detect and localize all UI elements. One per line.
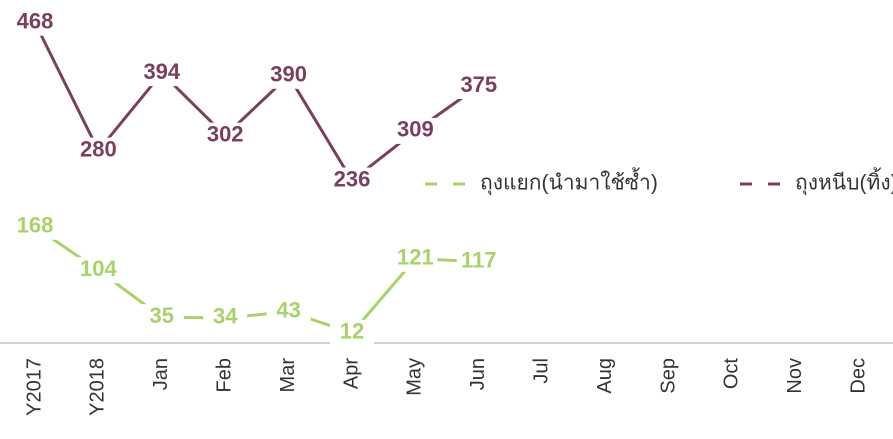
- data-label-bg: [266, 62, 311, 89]
- data-label-bg: [203, 122, 248, 149]
- data-label-group: 104: [76, 256, 121, 284]
- legend-label: ถุงหนีบ(ทิ้ง): [795, 168, 893, 196]
- x-tick-label: Y2018: [87, 358, 109, 416]
- data-label-group: 280: [76, 136, 121, 164]
- data-label-group: 34: [203, 304, 248, 331]
- x-tick-label: Jul: [530, 358, 552, 384]
- data-label-bg: [76, 257, 121, 284]
- data-label: 168: [17, 213, 54, 238]
- x-tick-label: Apr: [340, 358, 362, 389]
- data-label: 121: [397, 245, 434, 270]
- x-tick-label: Y2017: [23, 358, 45, 416]
- x-tick-label: Oct: [721, 358, 743, 390]
- data-label: 394: [143, 59, 180, 84]
- data-label-group: 117: [456, 247, 501, 275]
- data-label-group: 309: [393, 117, 438, 144]
- data-label-group: 35: [139, 303, 184, 331]
- data-label-bg: [266, 298, 311, 325]
- data-label-group: 121: [393, 245, 438, 272]
- data-label: 104: [80, 256, 117, 281]
- data-label-group: 390: [266, 62, 311, 89]
- x-tick-label: Nov: [784, 358, 806, 394]
- x-tick-label: Jun: [467, 358, 489, 390]
- data-label-bg: [330, 319, 374, 346]
- data-label: 375: [460, 72, 497, 97]
- data-label-bg: [456, 248, 501, 275]
- x-tick-label: May: [404, 358, 426, 396]
- data-label: 236: [334, 166, 371, 191]
- x-tick-label: Feb: [213, 358, 235, 392]
- data-label: 35: [150, 303, 174, 328]
- x-tick-label: Aug: [594, 358, 616, 394]
- data-label: 117: [461, 247, 497, 272]
- legend-label: ถุงแยก(นำมาใช้ซ้ำ): [480, 168, 658, 196]
- data-label-bg: [76, 137, 121, 164]
- data-label-bg: [13, 213, 57, 240]
- data-label: 12: [340, 319, 364, 344]
- data-label-bg: [13, 9, 57, 36]
- data-label: 43: [276, 298, 300, 323]
- data-label: 302: [207, 121, 244, 146]
- data-label-group: 43: [266, 298, 311, 325]
- data-label-bg: [330, 167, 374, 194]
- data-label-group: 168: [13, 213, 57, 240]
- data-label: 468: [17, 9, 54, 34]
- data-label-group: 302: [203, 121, 248, 149]
- data-label: 34: [213, 304, 238, 329]
- x-tick-label: Jan: [150, 358, 172, 390]
- data-label-bg: [203, 304, 248, 331]
- data-label: 280: [80, 136, 117, 161]
- x-tick-label: Sep: [657, 358, 679, 394]
- data-label-group: 394: [139, 59, 184, 87]
- data-label-bg: [393, 117, 438, 144]
- data-label-bg: [139, 60, 184, 87]
- data-label-group: 12: [330, 319, 374, 346]
- data-label-bg: [139, 304, 184, 331]
- x-tick-label: Dec: [847, 358, 869, 394]
- data-label: 309: [397, 117, 434, 142]
- data-label-group: 236: [330, 166, 374, 194]
- data-label-bg: [456, 73, 501, 99]
- data-label-bg: [393, 245, 438, 272]
- x-tick-label: Mar: [277, 358, 299, 393]
- data-label-group: 375: [456, 72, 501, 99]
- data-label-group: 468: [13, 9, 57, 36]
- data-label: 390: [270, 62, 307, 87]
